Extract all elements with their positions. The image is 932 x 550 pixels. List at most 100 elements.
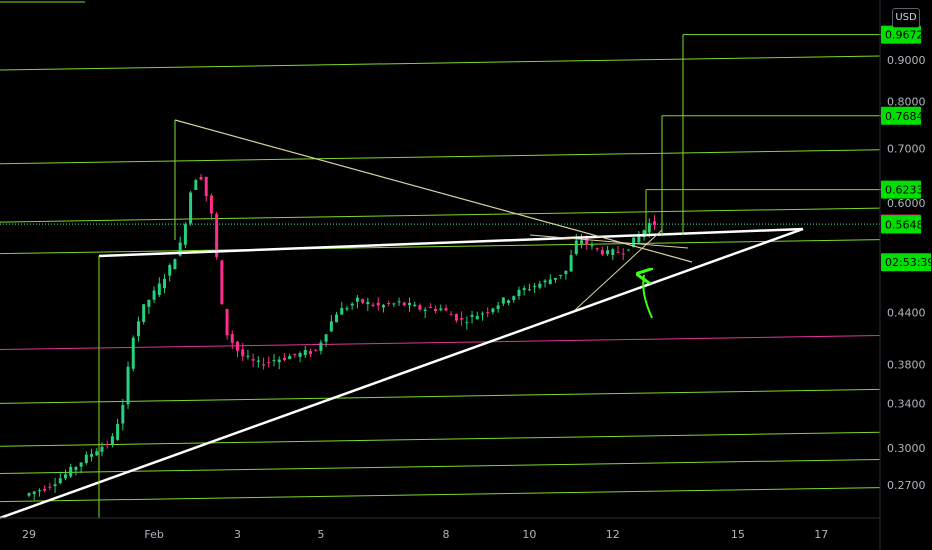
candle-body	[387, 303, 391, 305]
price-tag-label: 02:53:39	[885, 256, 932, 269]
green-level-line	[0, 458, 881, 474]
candle-body	[324, 334, 328, 342]
candle-body	[314, 349, 318, 351]
price-tag: 02:53:39	[881, 253, 932, 272]
price-tag: 0.9672	[881, 25, 924, 44]
candle-body	[152, 290, 156, 300]
candle-body	[621, 253, 625, 255]
green-level-line	[0, 487, 881, 503]
candle-body	[199, 176, 203, 180]
price-tag-label: 0.7684	[885, 110, 924, 123]
price-tag-label: 0.9672	[885, 29, 924, 42]
candle-body	[585, 237, 589, 245]
green-level-line	[0, 149, 881, 165]
candle-body	[361, 299, 365, 303]
time-tick-label: 29	[22, 528, 36, 541]
candle-body	[173, 259, 177, 270]
candle-body	[32, 491, 36, 494]
candle-body	[142, 304, 146, 322]
candle-body	[209, 195, 213, 214]
candle-body	[293, 353, 297, 356]
candle-body	[376, 302, 380, 306]
candle-body	[350, 303, 354, 306]
candle-body	[319, 342, 323, 351]
price-tag: 0.7684	[881, 106, 924, 125]
price-tick-label: 0.3800	[887, 358, 926, 371]
candle-body	[246, 355, 250, 357]
candle-body	[501, 297, 505, 304]
candle-body	[220, 260, 224, 305]
price-tag-bg	[881, 106, 921, 125]
candle-body	[569, 255, 573, 272]
candle-body	[590, 245, 594, 247]
candle-body	[183, 224, 187, 245]
candle-body	[543, 280, 547, 283]
candle-body	[428, 306, 432, 308]
price-tick-label: 0.6000	[887, 197, 926, 210]
candle-body	[27, 493, 31, 496]
time-tick-label: 15	[731, 528, 745, 541]
candle-body	[517, 289, 521, 297]
price-tag: 0.5648	[881, 215, 924, 234]
candle-body	[434, 308, 438, 312]
time-tick-label: 8	[443, 528, 450, 541]
candle-body	[43, 488, 47, 491]
price-tick-label: 0.3400	[887, 398, 926, 411]
candle-body	[272, 360, 276, 362]
candle-body	[616, 251, 620, 253]
time-tick-label: 3	[234, 528, 241, 541]
candle-body	[381, 304, 385, 308]
candle-body	[74, 467, 78, 471]
upper-triangle-line	[98, 227, 804, 258]
candle-body	[444, 308, 448, 311]
candle-body	[496, 305, 500, 310]
price-tick-label: 0.8000	[887, 96, 926, 109]
candle-body	[600, 250, 604, 255]
candle-body	[538, 283, 542, 288]
candle-body	[418, 305, 422, 310]
candle-body	[491, 308, 495, 313]
price-tick-label: 0.2700	[887, 479, 926, 492]
candle-body	[606, 250, 610, 255]
currency-badge[interactable]: USD	[892, 8, 920, 28]
candles	[27, 174, 656, 501]
candle-body	[136, 321, 140, 337]
candle-body	[642, 230, 646, 238]
price-tag-bg	[881, 180, 921, 199]
candle-body	[256, 360, 260, 362]
candle-body	[131, 337, 135, 369]
candle-body	[574, 240, 578, 255]
candle-body	[449, 314, 453, 316]
candle-body	[178, 242, 182, 256]
candle-body	[559, 274, 563, 276]
candle-body	[100, 446, 104, 452]
green-level-line	[0, 239, 881, 255]
candle-body	[548, 279, 552, 285]
ascending-trendline	[0, 227, 804, 520]
price-tag-label: 0.6233	[885, 184, 924, 197]
candle-body	[63, 474, 67, 479]
candle-body	[298, 352, 302, 357]
candle-body	[345, 308, 349, 310]
price-tag-label: 0.5648	[885, 218, 924, 231]
price-tag-bg	[881, 215, 921, 234]
green-level-line	[0, 55, 881, 71]
candle-body	[632, 237, 636, 248]
candle-body	[564, 270, 568, 275]
candle-body	[157, 283, 161, 296]
candle-body	[413, 304, 417, 307]
candle-body	[397, 301, 401, 303]
candle-body	[626, 249, 630, 251]
price-tick-label: 0.3000	[887, 442, 926, 455]
price-tag-bg	[881, 253, 931, 272]
candle-body	[230, 334, 234, 343]
candle-body	[408, 302, 412, 306]
candle-body	[84, 454, 88, 463]
candle-body	[267, 361, 271, 363]
candle-body	[126, 366, 130, 405]
candle-body	[58, 478, 62, 484]
candle-body	[460, 318, 464, 320]
time-tick-label: 17	[814, 528, 828, 541]
